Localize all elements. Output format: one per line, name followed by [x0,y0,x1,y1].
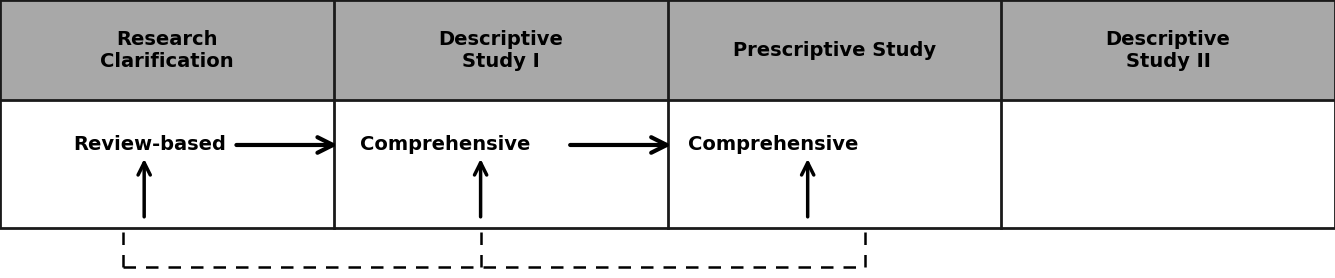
Bar [0,0,1335,228]
Text: Comprehensive: Comprehensive [360,135,531,155]
Text: Research
Clarification: Research Clarification [100,30,234,71]
Bar [0,0,1335,100]
Text: Prescriptive Study: Prescriptive Study [733,41,936,60]
Text: Descriptive
Study II: Descriptive Study II [1105,30,1231,71]
Bar [0,0,1335,100]
Text: Review-based: Review-based [73,135,227,155]
Text: Comprehensive: Comprehensive [688,135,858,155]
Text: Descriptive
Study I: Descriptive Study I [438,30,563,71]
